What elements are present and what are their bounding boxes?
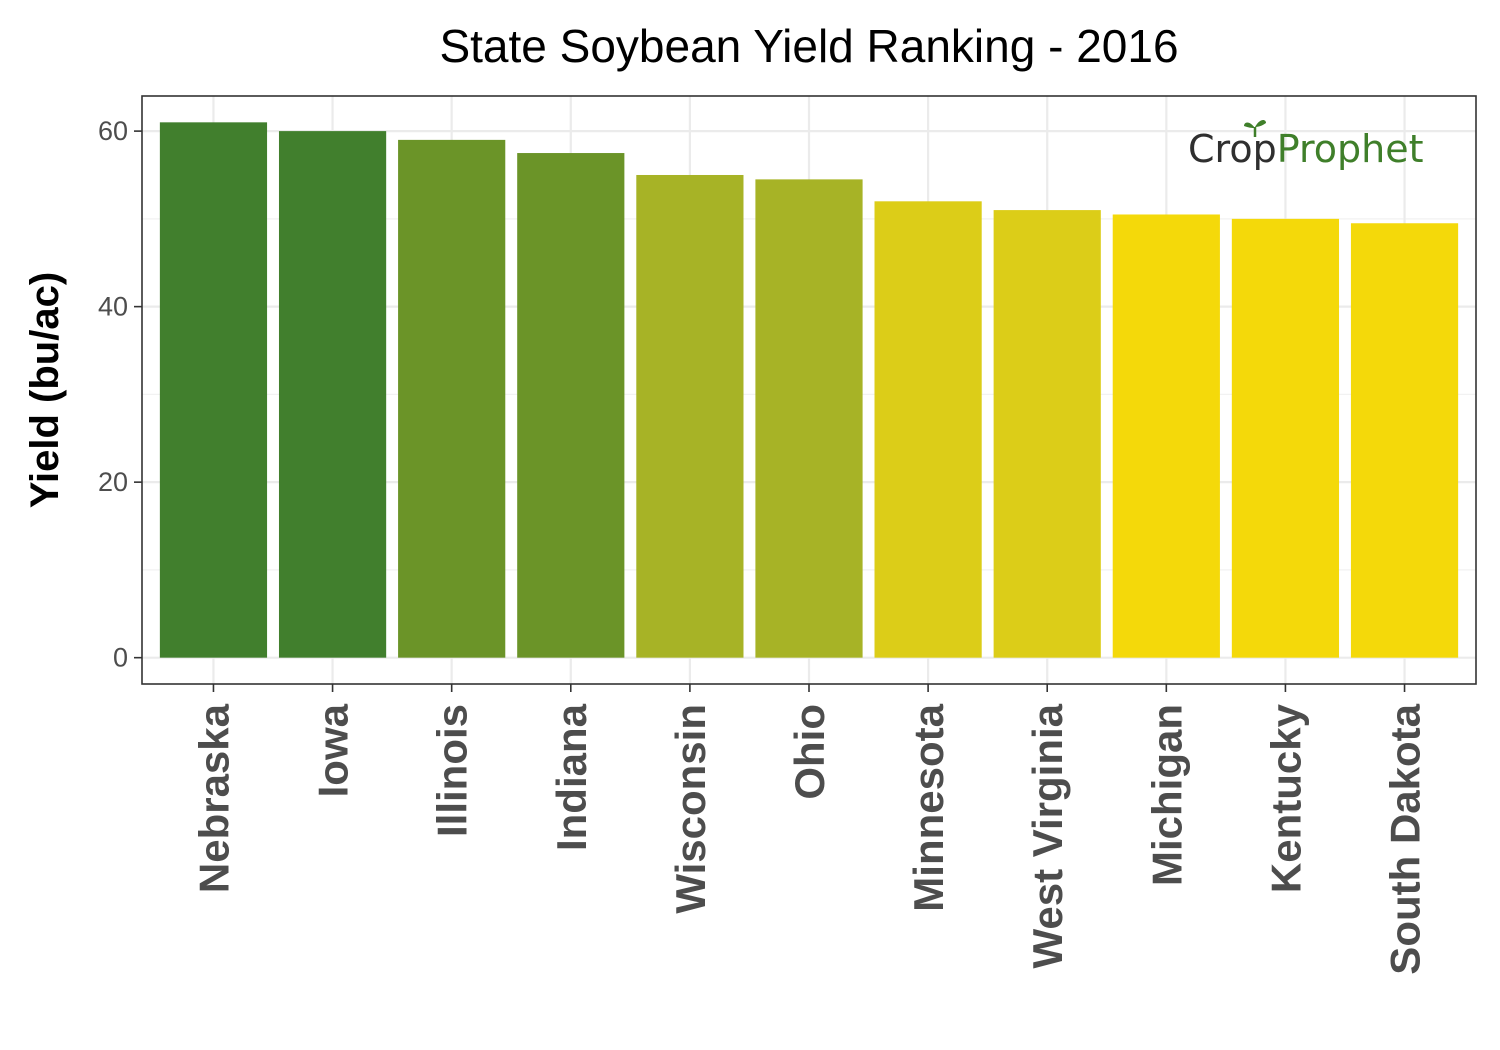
bar-minnesota [874, 201, 982, 658]
x-tick-label: Indiana [548, 703, 595, 851]
bar-ohio [755, 179, 863, 658]
bar-indiana [517, 153, 625, 658]
x-tick-label: Illinois [429, 704, 476, 837]
x-tick-label: Nebraska [190, 703, 237, 893]
bar-south-dakota [1350, 223, 1459, 658]
x-tick-label: Ohio [786, 704, 833, 800]
sprout-icon [1244, 120, 1266, 137]
bar-kentucky [1231, 218, 1340, 658]
bar-nebraska [159, 122, 268, 658]
x-tick-label: West Virginia [1024, 703, 1071, 968]
plot-panel-border [141, 95, 1477, 685]
bar-illinois [398, 139, 506, 658]
y-tick-label: 40 [98, 292, 128, 322]
x-tick-label: South Dakota [1382, 703, 1429, 974]
bar-michigan [1112, 214, 1220, 658]
logo-text: CropProphet [1188, 127, 1423, 171]
x-tick-label: Minnesota [905, 703, 952, 911]
y-tick-label: 60 [98, 116, 128, 146]
x-tick-label: Wisconsin [667, 704, 714, 914]
cropprophet-logo: CropProphet [1188, 120, 1423, 171]
y-tick-label: 20 [98, 467, 128, 497]
x-tick-label: Kentucky [1262, 703, 1309, 893]
x-tick-label: Iowa [310, 703, 357, 797]
bar-west-virginia [993, 210, 1101, 658]
y-axis-ticks: 0 20 40 60 [98, 116, 142, 673]
bar-wisconsin [636, 174, 744, 658]
x-axis-ticks: Nebraska Iowa Illinois Indiana Wisconsin Ohio… [190, 684, 1429, 975]
bars [159, 122, 1459, 658]
x-tick-label: Michigan [1143, 704, 1190, 886]
y-tick-label: 0 [113, 643, 128, 673]
chart-title: State Soybean Yield Ranking - 2016 [439, 20, 1178, 72]
y-axis-label: Yield (bu/ac) [23, 272, 67, 508]
bar-iowa [278, 131, 387, 658]
